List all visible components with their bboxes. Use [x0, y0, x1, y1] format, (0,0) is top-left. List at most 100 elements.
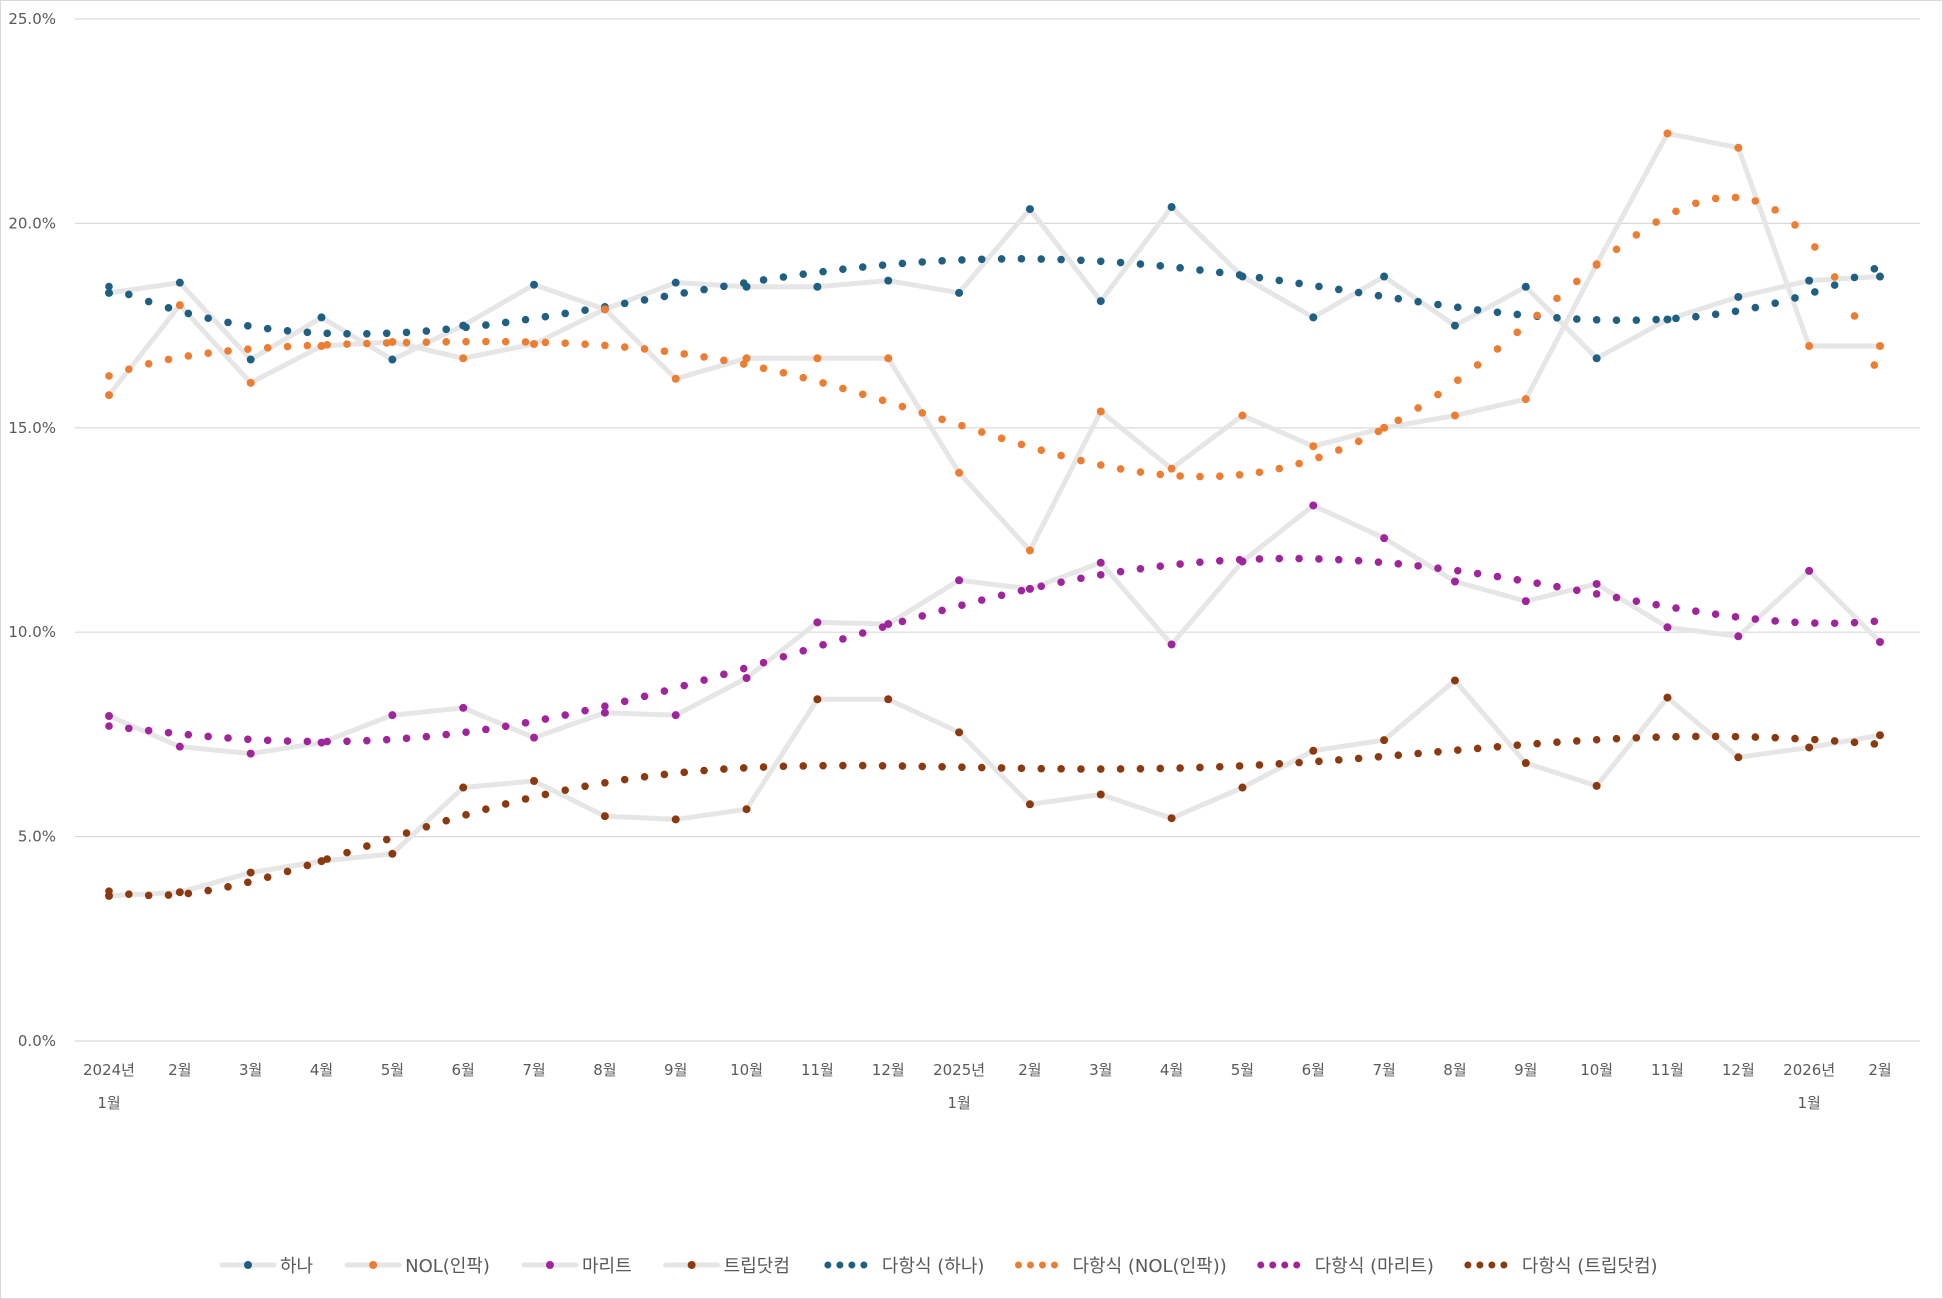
data-point	[1096, 407, 1105, 416]
trendline-dot	[1473, 306, 1482, 314]
trendline-dot	[799, 270, 808, 279]
trendline-dot	[1632, 734, 1641, 742]
trendline-dot	[819, 267, 827, 276]
data-point	[1309, 313, 1318, 322]
trendline-dot	[303, 861, 312, 870]
trendline-dot	[1830, 273, 1839, 281]
x-tick-label: 5월	[1231, 1061, 1254, 1079]
trendline-dot	[1215, 268, 1224, 277]
trendline-dot	[938, 415, 946, 424]
trendline-dot	[1573, 277, 1581, 286]
data-point	[671, 815, 680, 824]
trendline-dot	[1156, 562, 1165, 571]
data-point	[530, 280, 539, 289]
legend-label: 다항식 (마리트)	[1315, 1256, 1434, 1277]
legend-label: 마리트	[582, 1256, 632, 1277]
trendline-dot	[601, 341, 609, 350]
trendline-dot	[1394, 560, 1403, 568]
y-tick-label: 20.0%	[8, 214, 56, 232]
trendline-dot	[1116, 765, 1125, 773]
data-point	[742, 282, 751, 291]
trendline-dot	[482, 321, 490, 329]
x-tick-label: 4월	[1160, 1061, 1183, 1079]
legend-dotted-icon	[1269, 1261, 1277, 1269]
legend-dotted-icon	[1464, 1261, 1472, 1269]
data-point	[1876, 731, 1884, 740]
trendline	[105, 554, 1879, 746]
series-line	[108, 677, 1881, 899]
trendline-dot	[1493, 345, 1502, 353]
trendline-dot	[1751, 303, 1760, 312]
trendline-dot	[144, 726, 153, 735]
trendline-dot	[561, 711, 570, 719]
trendline-dot	[1553, 738, 1561, 747]
trendline-dot	[1553, 314, 1561, 322]
data-point	[1521, 282, 1530, 291]
trendline-dot	[1334, 446, 1343, 454]
trendline-dot	[1453, 746, 1462, 754]
trendline-dot	[1850, 273, 1859, 282]
trendline-dot	[125, 890, 133, 898]
trendline-dot	[1334, 285, 1343, 294]
data-point	[459, 354, 468, 363]
trendline-dot	[224, 318, 232, 327]
trendline-dot	[640, 773, 649, 781]
data-point	[1521, 597, 1530, 606]
trendline-dot	[1215, 556, 1224, 565]
data-point	[955, 288, 964, 297]
trendline-dot	[1156, 262, 1165, 270]
trendline-dot	[363, 339, 371, 348]
trendline-dot	[1096, 571, 1105, 579]
trendline-dot	[164, 355, 173, 364]
x-tick-label: 2월	[1018, 1061, 1041, 1079]
x-axis-ticks: 2024년 1월 2월 3월 4월 5월 6월 7월 8월 9월 10월 11월 12월 2025년 1월 2…	[83, 1061, 1892, 1112]
x-tick-label: 8월	[593, 1061, 616, 1079]
data-point	[600, 305, 609, 314]
trendline-dot	[1533, 311, 1541, 320]
data-point	[1663, 623, 1672, 632]
data-point	[1025, 800, 1034, 809]
trendline-dot	[620, 775, 629, 784]
data-point	[105, 891, 113, 900]
trendline-dot	[442, 816, 450, 825]
trendline-dot	[1533, 579, 1541, 587]
trendline-dot	[1215, 472, 1224, 481]
trendline-dot	[303, 341, 312, 350]
legend-label: 다항식 (하나)	[882, 1256, 985, 1277]
trendline-dot	[144, 297, 153, 306]
trendline-dot	[839, 635, 847, 643]
trendline-dot	[1017, 440, 1026, 449]
legend-dotted-icon	[1050, 1261, 1058, 1269]
trendline-dot	[1791, 294, 1799, 302]
legend-label: NOL(인팍)	[405, 1256, 490, 1277]
data-point	[1025, 205, 1034, 214]
trendline-dot	[819, 761, 827, 770]
legend-dotted-icon	[1500, 1261, 1508, 1269]
trendline-dot	[779, 369, 788, 377]
x-tick-label: 5월	[381, 1061, 404, 1079]
trendline-dot	[680, 350, 689, 358]
trendline-dot	[283, 326, 292, 335]
trendline-dot	[1811, 288, 1819, 296]
data-point	[1309, 746, 1318, 755]
data-point	[813, 618, 822, 627]
trendline-dot	[858, 390, 867, 399]
trendline-dot	[1057, 765, 1065, 773]
y-tick-label: 5.0%	[18, 828, 56, 846]
trendline-dot	[501, 337, 510, 346]
trendline-dot	[224, 734, 232, 742]
trendline-dot	[1156, 764, 1165, 773]
trendline-dot	[1235, 470, 1244, 479]
data-point	[1025, 546, 1034, 555]
trendline-dot	[581, 706, 589, 715]
data-point	[1592, 354, 1601, 363]
y-axis-ticks: 0.0% 5.0% 10.0% 15.0% 20.0% 25.0%	[8, 10, 56, 1050]
trendline-dot	[164, 891, 173, 899]
data-point	[388, 355, 397, 364]
trendline-dot	[204, 314, 212, 323]
trendline-dot	[680, 768, 689, 777]
series-line	[107, 130, 1880, 553]
trendline-dot	[1414, 562, 1422, 570]
trendline-dot	[739, 764, 748, 772]
data-point	[1167, 814, 1176, 823]
